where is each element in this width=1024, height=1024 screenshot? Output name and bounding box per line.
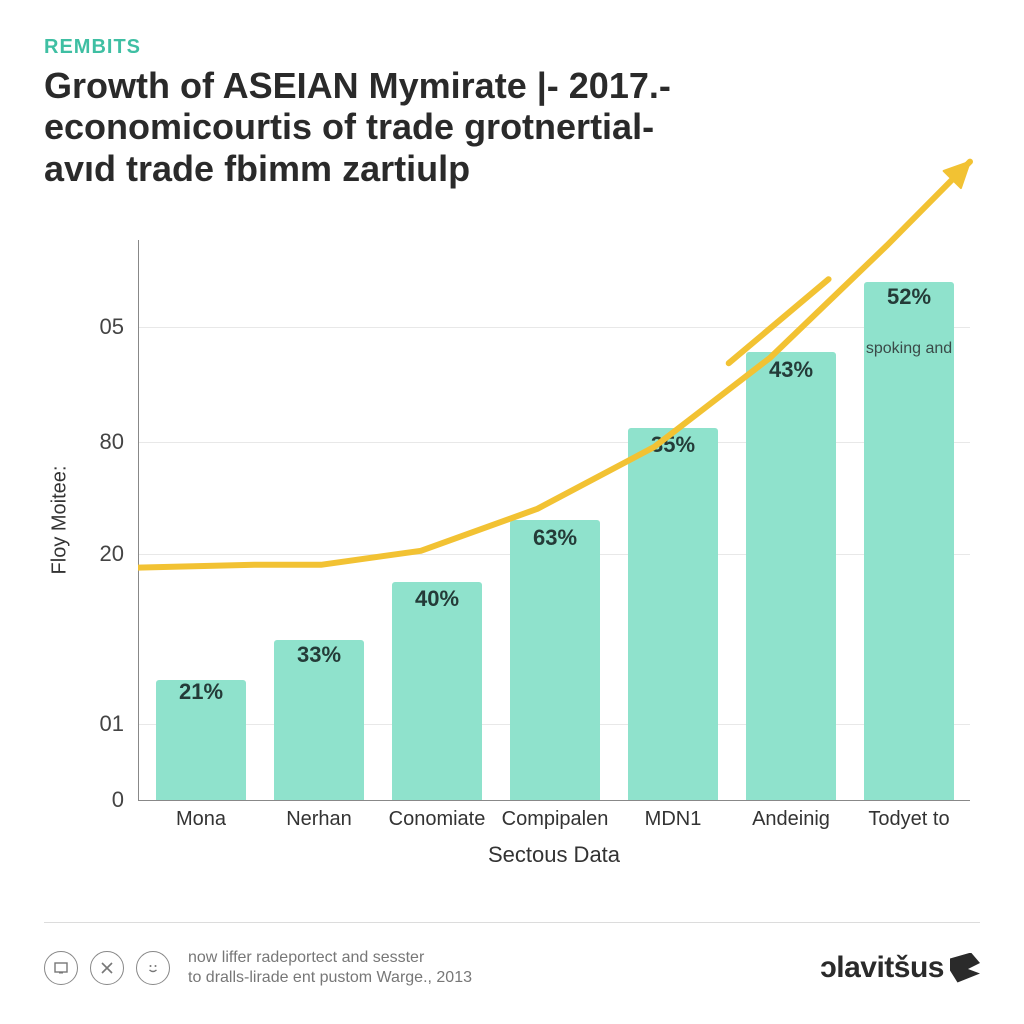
y-tick-label: 01 xyxy=(64,711,124,737)
y-tick-label: 20 xyxy=(64,541,124,567)
bar xyxy=(392,582,482,800)
brand-mark-icon xyxy=(950,953,980,983)
bar-value-label: 33% xyxy=(260,642,378,668)
bar xyxy=(628,428,718,800)
title-line-3: avıd trade fbimm zartiulp xyxy=(44,148,764,189)
bar-value-label: 43% xyxy=(732,357,850,383)
bar xyxy=(864,282,954,800)
bar xyxy=(746,352,836,800)
x-axis-title: Sectous Data xyxy=(138,842,970,868)
header-block: REMBITS Growth of ASEIAN Mymirate |- 201… xyxy=(44,36,764,189)
brand: ɔlavitšus xyxy=(820,951,980,985)
y-tick-label: 0 xyxy=(64,787,124,813)
chart-area: Floy Moitee: 001208005 21%33%40%63%35%43… xyxy=(70,240,970,860)
bar-value-label: 52% xyxy=(850,284,968,310)
close-icon[interactable] xyxy=(90,951,124,985)
footer: now liffer radeportect and sesster to dr… xyxy=(44,922,980,1002)
brand-text: ɔlavitšus xyxy=(820,951,944,985)
bar-value-label: 21% xyxy=(142,679,260,705)
bar-value-label: 40% xyxy=(378,586,496,612)
screen-icon[interactable] xyxy=(44,951,78,985)
y-tick-label: 05 xyxy=(64,314,124,340)
title-line-2: economicourtis of trade grotnertial- xyxy=(44,106,764,147)
bar-value-label: 63% xyxy=(496,525,614,551)
x-tick-label: Compipalen xyxy=(496,808,614,831)
x-tick-label: Conomiate xyxy=(378,808,496,831)
x-tick-label: Mona xyxy=(142,808,260,831)
bar-sub-label: spoking and xyxy=(850,340,968,358)
title-line-1: Growth of ASEIAN Mymirate |- 2017.- xyxy=(44,65,764,106)
x-tick-label: Nerhan xyxy=(260,808,378,831)
footer-note-line-1: now liffer radeportect and sesster xyxy=(188,948,472,968)
infographic-page: REMBITS Growth of ASEIAN Mymirate |- 201… xyxy=(0,0,1024,1024)
bar xyxy=(510,520,600,800)
bars-group: 21%33% 40% 63% 35% 43% 52% spoking and xyxy=(138,240,970,800)
footer-icons xyxy=(44,951,170,985)
footer-note: now liffer radeportect and sesster to dr… xyxy=(188,948,472,988)
bar-value-label: 35% xyxy=(614,432,732,458)
eyebrow-label: REMBITS xyxy=(44,36,764,59)
y-tick-label: 80 xyxy=(64,429,124,455)
x-tick-label: Todyet to xyxy=(850,808,968,831)
trend-arrowhead-icon xyxy=(944,162,970,188)
x-tick-label: Andeinig xyxy=(732,808,850,831)
x-tick-label: MDN1 xyxy=(614,808,732,831)
footer-note-line-2: to dralls-lirade ent pustom Warge., 2013 xyxy=(188,968,472,988)
smile-icon[interactable] xyxy=(136,951,170,985)
x-axis-line xyxy=(138,800,970,801)
